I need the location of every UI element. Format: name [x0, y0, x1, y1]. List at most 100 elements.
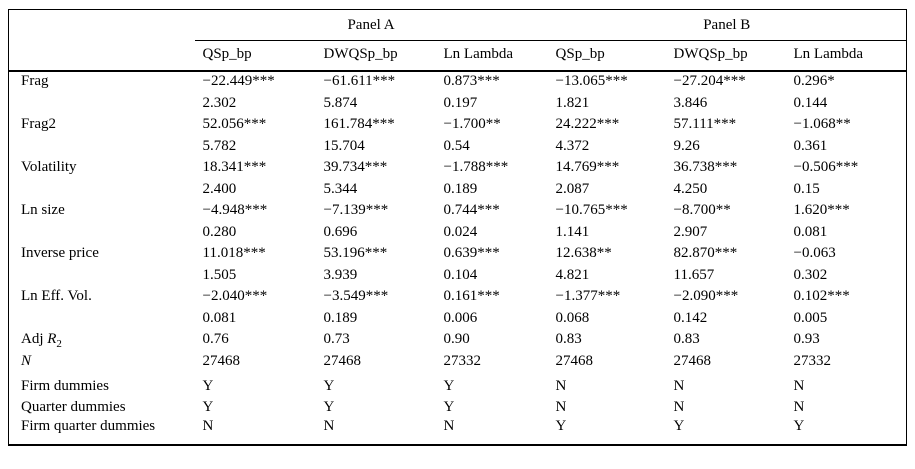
- table-cell: Y: [443, 377, 455, 394]
- row-label: Ln Eff. Vol.: [9, 286, 195, 308]
- table-cell: −13.065***: [555, 73, 628, 89]
- table-cell: 3.846: [673, 94, 708, 111]
- table-cell: 0.15: [793, 180, 820, 197]
- table-cell: 0.104: [443, 266, 478, 283]
- row-label: Inverse price: [9, 243, 195, 265]
- table-cell: 11.018***: [202, 245, 266, 261]
- table-cell: 4.821: [555, 266, 590, 283]
- table-cell: 0.302: [793, 266, 828, 283]
- row-label-part: Firm quarter dummies: [21, 418, 156, 434]
- table-cell: 36.738***: [673, 159, 738, 175]
- row-label: [9, 178, 195, 200]
- table-cell: 3.939: [323, 266, 358, 283]
- row-label-part: Frag: [21, 73, 49, 89]
- table-cell: −8.700**: [673, 202, 731, 218]
- table-row: Inverse price 11.018*** 53.196*** 0.639*** 1…: [9, 243, 907, 265]
- table-cell: Y: [323, 377, 335, 394]
- table-cell: −7.139***: [323, 202, 389, 218]
- table-cell: 27468: [555, 352, 594, 369]
- column-header-stub: [8, 40, 195, 72]
- table-cell: N: [443, 418, 455, 434]
- table-cell: 39.734***: [323, 159, 388, 175]
- table-cell: Y: [323, 399, 335, 415]
- table-cell: 1.620***: [793, 202, 850, 218]
- table-cell: 4.372: [555, 137, 590, 154]
- row-label-part: Quarter dummies: [21, 399, 126, 415]
- table-cell: 82.870***: [673, 245, 738, 261]
- column-header: Ln Lambda: [435, 40, 548, 72]
- table-cell: Y: [443, 399, 455, 415]
- table-cell: 15.704: [323, 137, 365, 154]
- table-cell: 27468: [202, 352, 241, 369]
- table-cell: Y: [673, 418, 685, 434]
- table-cell: 27468: [323, 352, 362, 369]
- table-cell: 9.26: [673, 137, 700, 154]
- table-cell: 0.144: [793, 94, 828, 111]
- row-label: Frag: [9, 71, 195, 93]
- table-cell: 0.83: [673, 331, 700, 347]
- table-body: Frag −22.449*** −61.611*** 0.873*** −13.065*…: [9, 71, 907, 446]
- table-cell: 27332: [443, 352, 482, 369]
- table-cell: −1.377***: [555, 288, 621, 304]
- table-cell: Y: [555, 418, 567, 434]
- table-cell: −1.788***: [443, 159, 509, 175]
- table-cell: −3.549***: [323, 288, 389, 304]
- table-cell: −0.506***: [793, 159, 859, 175]
- column-header: DWQSp_bp: [315, 40, 436, 72]
- table-cell: 5.782: [202, 137, 237, 154]
- table-cell: 1.505: [202, 266, 237, 283]
- table-cell: N: [555, 399, 567, 415]
- table-cell: 0.189: [443, 180, 478, 197]
- table-row: Quarter dummies Y Y Y N N N: [9, 397, 907, 419]
- table-cell: 0.189: [323, 309, 358, 326]
- table-cell: −0.063: [793, 245, 836, 261]
- table-cell: 0.081: [202, 309, 237, 326]
- column-header: QSp_bp: [194, 40, 316, 72]
- table-cell: 0.54: [443, 137, 470, 154]
- table-row: Ln size −4.948*** −7.139*** 0.744*** −10.765…: [9, 200, 907, 222]
- panel-a-header: Panel A: [194, 9, 548, 41]
- table-row: Frag2 52.056*** 161.784*** −1.700** 24.222**…: [9, 114, 907, 136]
- table-cell: N: [673, 377, 685, 394]
- table-row: 5.782 15.704 0.54 4.372 9.26 0.361: [9, 135, 907, 157]
- row-label: [9, 92, 195, 114]
- table-row: 0.280 0.696 0.024 1.141 2.907 0.081: [9, 221, 907, 243]
- panel-header-row: Panel A Panel B: [9, 9, 907, 41]
- table-cell: 2.400: [202, 180, 237, 197]
- row-label-part: Inverse price: [21, 245, 99, 261]
- row-label-part: Firm dummies: [21, 377, 109, 394]
- table-cell: 0.197: [443, 94, 478, 111]
- table-cell: 5.344: [323, 180, 358, 197]
- row-label: Firm quarter dummies: [9, 418, 195, 445]
- table-cell: 52.056***: [202, 116, 267, 132]
- table-cell: 27468: [673, 352, 712, 369]
- table-cell: 0.161***: [443, 288, 500, 304]
- table-cell: 5.874: [323, 94, 358, 111]
- table-cell: 27332: [793, 352, 832, 369]
- row-label-part: 2: [56, 338, 62, 350]
- table-cell: 0.081: [793, 223, 828, 240]
- table-cell: 0.296*: [793, 73, 835, 89]
- table-cell: 0.93: [793, 331, 820, 347]
- table-cell: 0.024: [443, 223, 478, 240]
- table-row: N 27468 27468 27332 27468 27468 27332: [9, 350, 907, 372]
- table-cell: −1.068**: [793, 116, 851, 132]
- table-cell: 2.087: [555, 180, 590, 197]
- table-row: Frag −22.449*** −61.611*** 0.873*** −13.065*…: [9, 71, 907, 93]
- table-cell: N: [793, 399, 805, 415]
- row-label: [9, 135, 195, 157]
- row-label-part: Volatility: [21, 159, 77, 175]
- column-header-row: QSp_bp DWQSp_bp Ln Lambda QSp_bp DWQSp_bp Ln …: [8, 40, 907, 72]
- table-cell: 0.873***: [443, 73, 500, 89]
- table-cell: 0.83: [555, 331, 582, 347]
- table-cell: Y: [202, 377, 214, 394]
- table-cell: −27.204***: [673, 73, 746, 89]
- table-cell: 0.280: [202, 223, 237, 240]
- table-cell: −1.700**: [443, 116, 501, 132]
- table-cell: 18.341***: [202, 159, 267, 175]
- row-label-part: N: [21, 352, 32, 369]
- table-cell: 57.111***: [673, 116, 737, 132]
- table-cell: N: [202, 418, 214, 434]
- row-label: [9, 221, 195, 243]
